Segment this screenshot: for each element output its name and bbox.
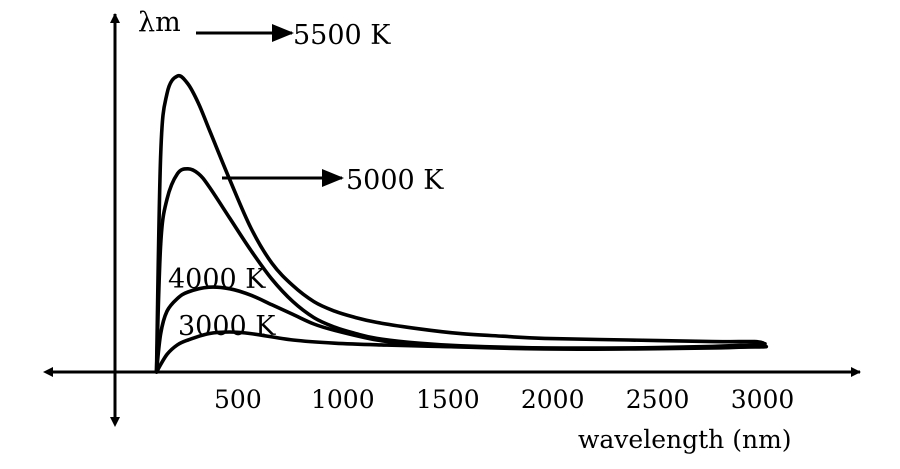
x-tick-label: 2500 [626,385,690,414]
x-tick-label: 3000 [731,385,795,414]
curves [154,73,769,374]
x-tick-label: 1500 [416,385,480,414]
x-tick-labels: 500 1000 1500 2000 2500 3000 [214,385,794,414]
x-tick-label: 2000 [521,385,585,414]
label-3000k: 3000 K [178,311,276,342]
x-tick-label: 1000 [311,385,375,414]
x-axis-label: wavelength (nm) [578,425,792,454]
label-5500k: 5500 K [293,20,391,51]
curve-3000k [154,330,769,374]
label-4000k: 4000 K [168,264,266,295]
y-axis-label: λm [138,7,181,38]
label-5000k: 5000 K [346,165,444,196]
x-tick-label: 500 [214,385,262,414]
curve-5500k [154,73,767,374]
